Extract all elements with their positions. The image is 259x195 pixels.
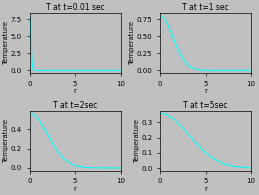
- Y-axis label: Temperature: Temperature: [3, 119, 9, 163]
- Y-axis label: Temperature: Temperature: [3, 21, 9, 65]
- X-axis label: r: r: [74, 186, 77, 192]
- X-axis label: r: r: [74, 88, 77, 94]
- Title: T at t=1 sec: T at t=1 sec: [182, 3, 229, 12]
- Title: T at t=5sec: T at t=5sec: [183, 101, 228, 110]
- Y-axis label: Temperature: Temperature: [134, 119, 140, 163]
- X-axis label: r: r: [204, 88, 207, 94]
- Title: T at t=0.01 sec: T at t=0.01 sec: [46, 3, 105, 12]
- X-axis label: r: r: [204, 186, 207, 192]
- Y-axis label: Temperature: Temperature: [129, 21, 135, 65]
- Title: T at t=2sec: T at t=2sec: [53, 101, 97, 110]
